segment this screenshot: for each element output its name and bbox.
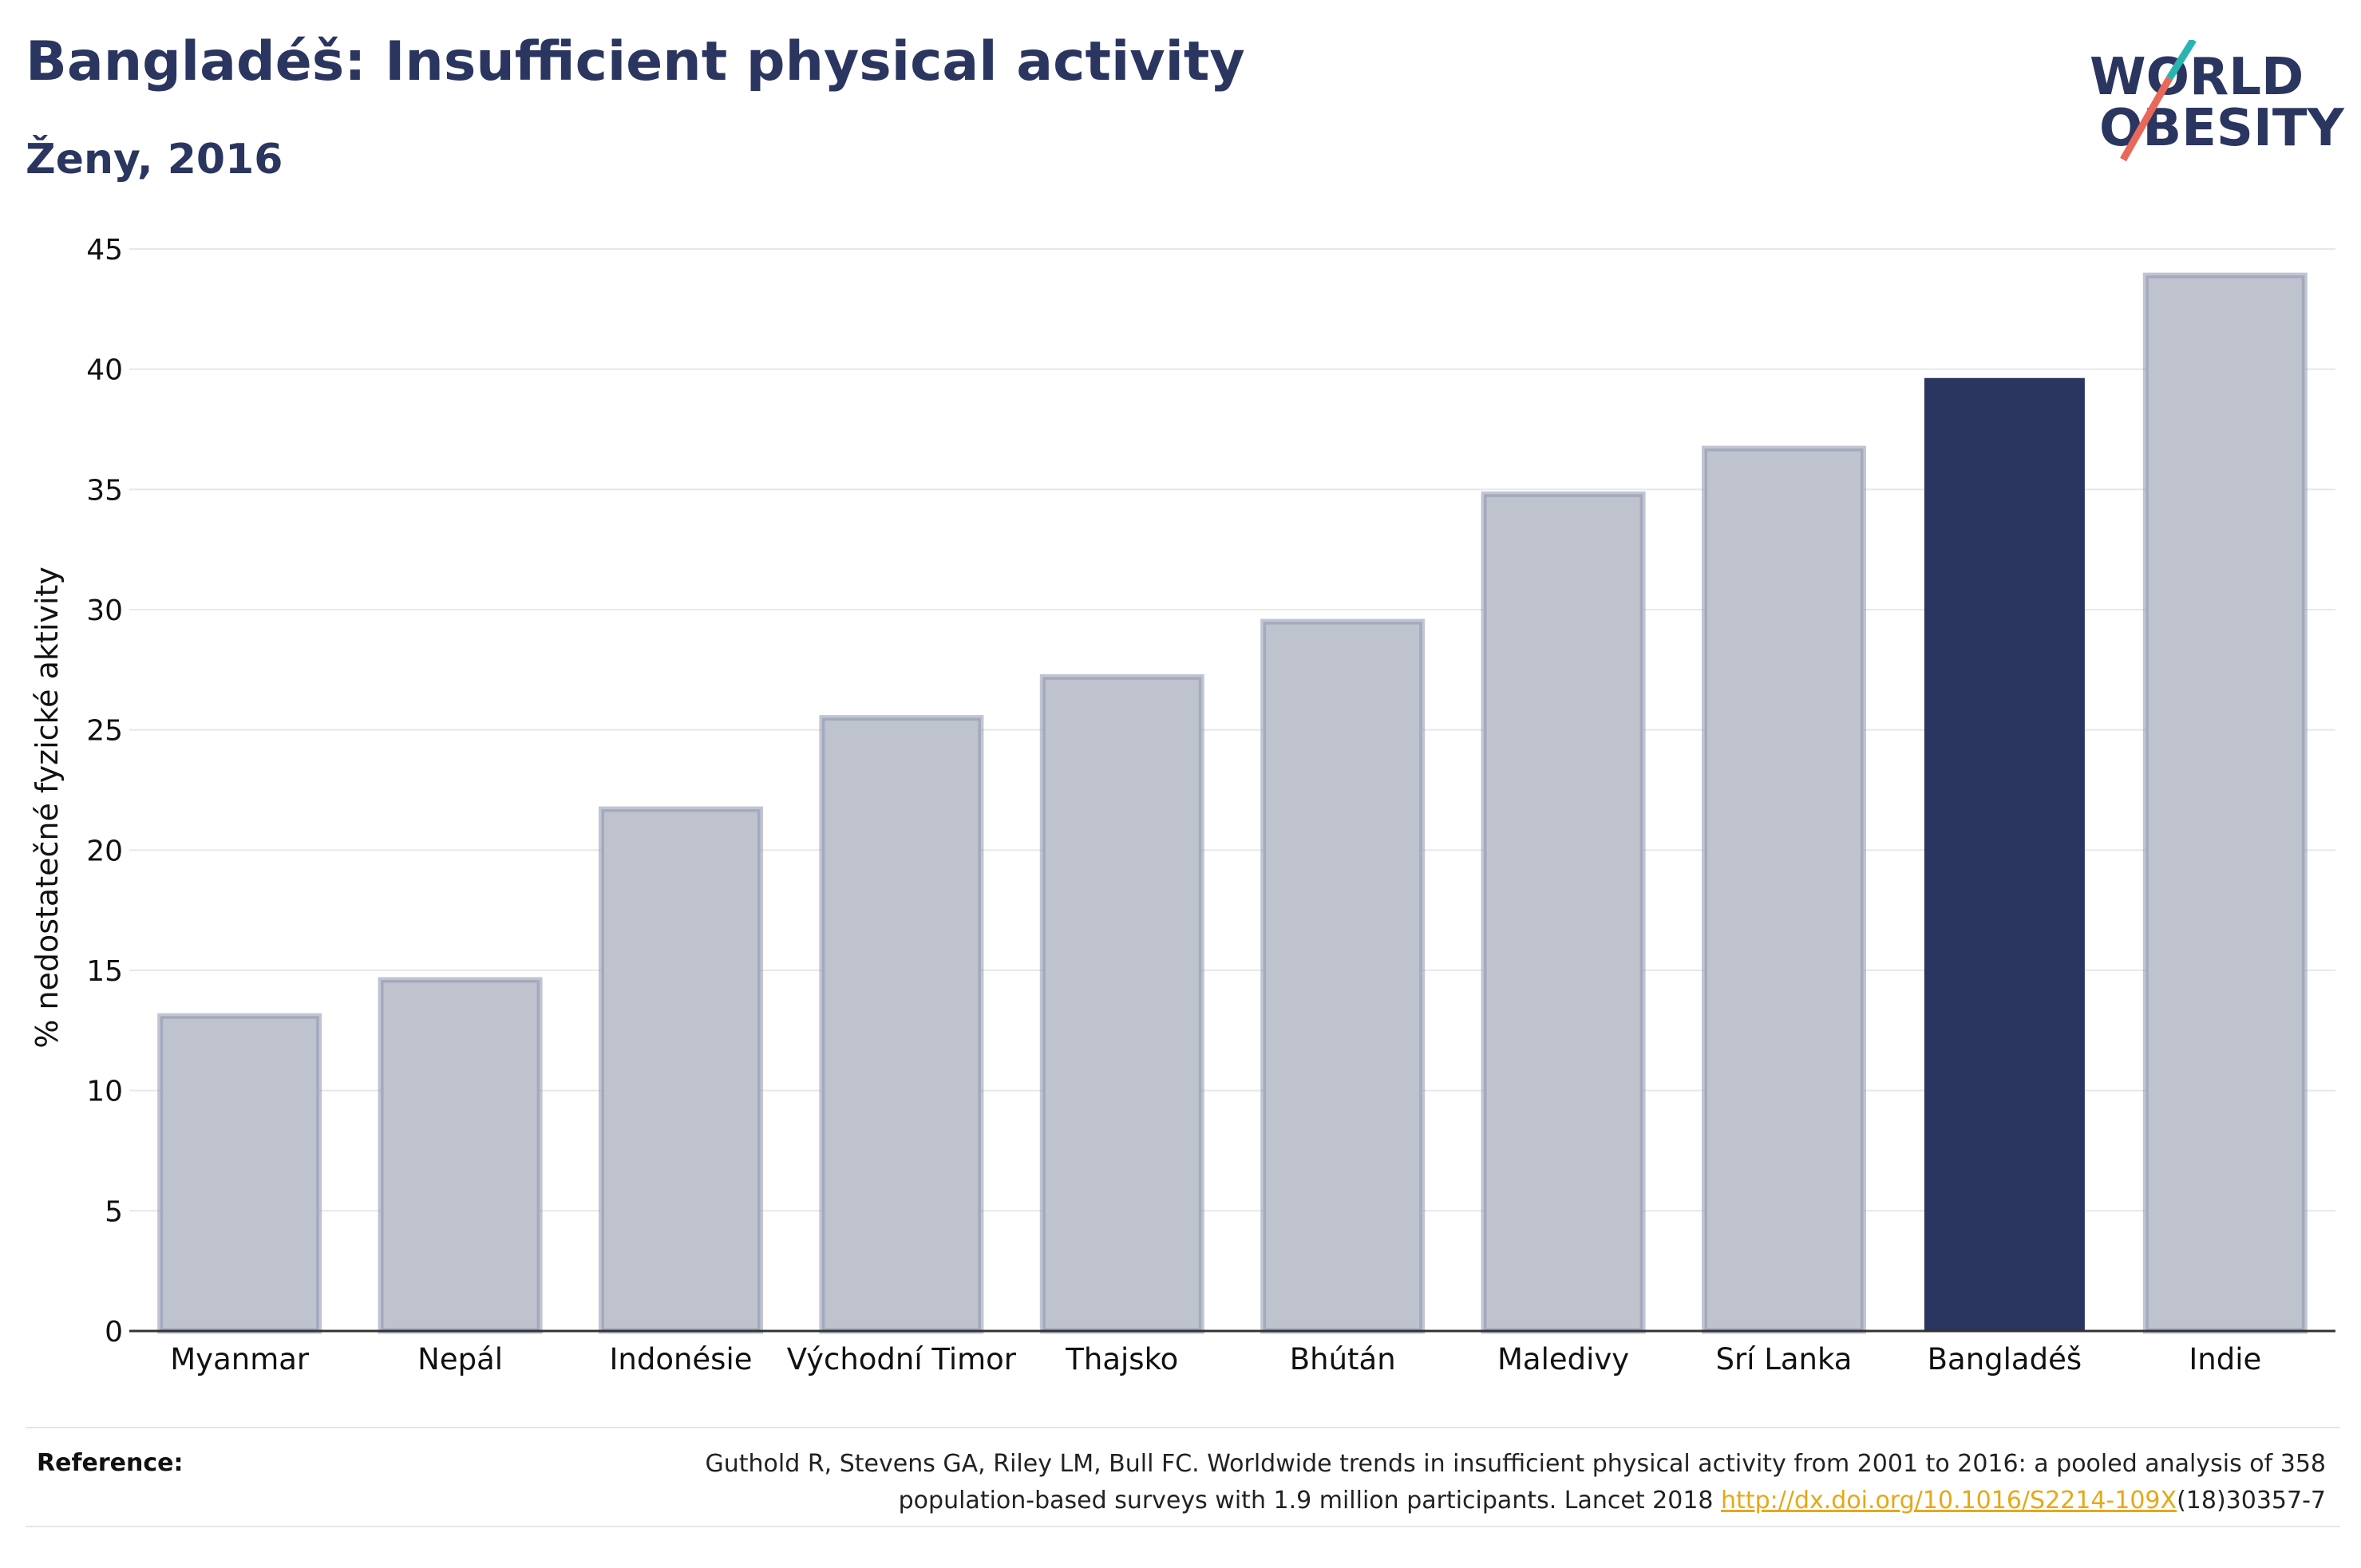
footer-divider-bottom (26, 1526, 2340, 1527)
x-tick-label: Indonésie (609, 1342, 752, 1376)
x-tick-label: Maledivy (1497, 1342, 1629, 1376)
logo-slash-coral (2120, 76, 2173, 162)
y-tick-label: 45 (86, 234, 123, 267)
y-tick-label: 40 (86, 354, 123, 387)
reference-text-part2: (18)30357-7 (2177, 1487, 2326, 1515)
chart-title: Bangladéš: Insufficient physical activit… (26, 30, 1245, 93)
reference-doi-link[interactable]: http://dx.doi.org/10.1016/S2214-109X (1721, 1487, 2177, 1515)
bar-thajsko (1039, 673, 1204, 1334)
reference-text-part1: Guthold R, Stevens GA, Riley LM, Bull FC… (705, 1450, 2326, 1515)
x-tick-label: Bangladéš (1928, 1342, 2082, 1376)
x-axis-labels: Myanmar Nepál Indonésie Východní Timor Thajs… (170, 1342, 2261, 1376)
reference-label: Reference: (37, 1449, 184, 1477)
x-tick-label: Indie (2189, 1342, 2261, 1376)
x-tick-label: Bhútán (1290, 1342, 1396, 1376)
bar-srí-lanka (1701, 445, 1867, 1334)
x-tick-label: Východní Timor (787, 1342, 1017, 1376)
x-tick-label: Nepál (417, 1342, 503, 1376)
footer-divider-top (26, 1427, 2340, 1428)
x-tick-label: Thajsko (1065, 1342, 1178, 1376)
y-tick-label: 5 (105, 1195, 123, 1228)
bar-maledivy (1481, 491, 1646, 1334)
bar-bangladéš (1924, 377, 2085, 1333)
x-tick-label: Srí Lanka (1716, 1342, 1853, 1376)
y-axis-label: % nedostatečné fyzické aktivity (30, 567, 65, 1049)
bar-indonésie (598, 806, 764, 1334)
bar-nepál (378, 977, 543, 1334)
bar-indie (2142, 272, 2308, 1334)
bar-bhútán (1260, 618, 1426, 1334)
y-tick-label: 10 (86, 1076, 123, 1108)
bar-východní-timor (819, 715, 984, 1334)
y-tick-label: 25 (86, 715, 123, 748)
y-tick-label: 35 (86, 474, 123, 507)
reference-text: Guthold R, Stevens GA, Riley LM, Bull FC… (570, 1446, 2326, 1519)
bars (157, 272, 2308, 1334)
x-tick-label: Myanmar (170, 1342, 310, 1376)
logo-slash-teal (2166, 40, 2197, 81)
world-obesity-logo: WORLD OBESITY (2090, 40, 2344, 162)
y-tick-label: 30 (86, 594, 123, 627)
y-tick-label: 0 (105, 1316, 123, 1349)
chart-subtitle: Ženy, 2016 (26, 136, 283, 184)
y-tick-label: 15 (86, 955, 123, 988)
bar-myanmar (157, 1013, 322, 1334)
y-axis-ticks: 0 5 10 15 20 25 30 35 40 45 (86, 234, 123, 1349)
y-tick-label: 20 (86, 835, 123, 867)
bar-chart: 0 5 10 15 20 25 30 35 40 45 Myanmar Nepál Indonésie… (30, 234, 2335, 1376)
logo-line-1: WORLD (2090, 48, 2304, 107)
